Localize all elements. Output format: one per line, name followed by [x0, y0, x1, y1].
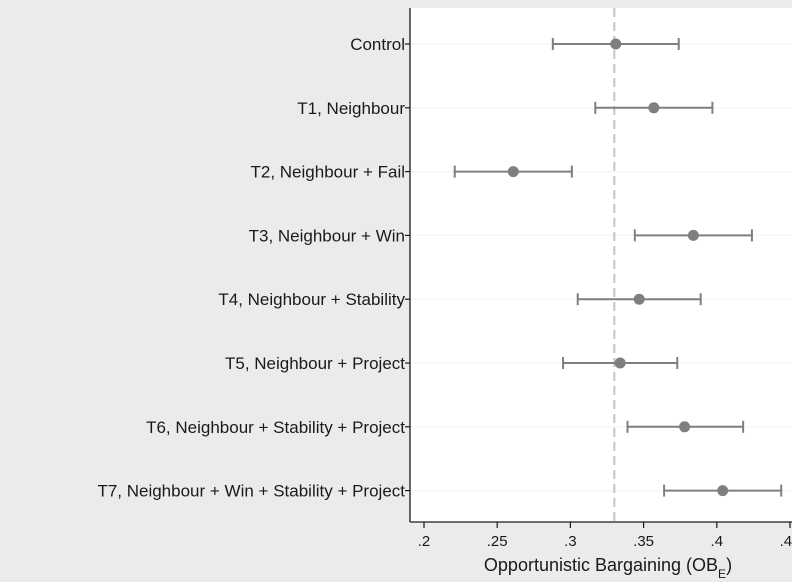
point-estimates: [507, 38, 729, 497]
category-label: T6, Neighbour + Stability + Project: [146, 418, 405, 437]
point-estimate: [507, 166, 519, 178]
x-axis-ticks: .2 .25 .3 .35 .4 .45: [418, 522, 792, 550]
point-estimate: [679, 421, 691, 433]
x-axis-title-suffix: ): [726, 555, 732, 575]
x-tick-label: .25: [487, 533, 508, 550]
category-label: T1, Neighbour: [297, 99, 405, 118]
x-axis-title: Opportunistic Bargaining (OBE): [484, 555, 732, 581]
category-label: T3, Neighbour + Win: [249, 226, 405, 245]
plot-area: [410, 8, 792, 522]
category-label: T5, Neighbour + Project: [225, 354, 405, 373]
point-estimate: [648, 102, 660, 114]
point-estimate: [687, 229, 699, 241]
category-label: T4, Neighbour + Stability: [218, 290, 405, 309]
x-axis-title-subscript: E: [718, 567, 726, 581]
x-axis-title-main: Opportunistic Bargaining (OB: [484, 555, 718, 575]
category-label: T2, Neighbour + Fail: [251, 163, 406, 182]
point-estimate: [614, 357, 626, 369]
point-estimate: [717, 485, 729, 497]
x-tick-label: .2: [418, 533, 431, 550]
x-tick-label: .4: [711, 533, 724, 550]
x-tick-label: .45: [780, 533, 792, 550]
point-estimate: [610, 38, 622, 50]
category-label: Control: [350, 35, 405, 54]
point-estimate: [633, 293, 645, 305]
y-axis-category-labels: Control T1, Neighbour T2, Neighbour + Fail…: [97, 35, 410, 501]
x-tick-label: .3: [564, 533, 577, 550]
x-tick-label: .35: [633, 533, 654, 550]
category-label: T7, Neighbour + Win + Stability + Projec…: [97, 482, 405, 501]
